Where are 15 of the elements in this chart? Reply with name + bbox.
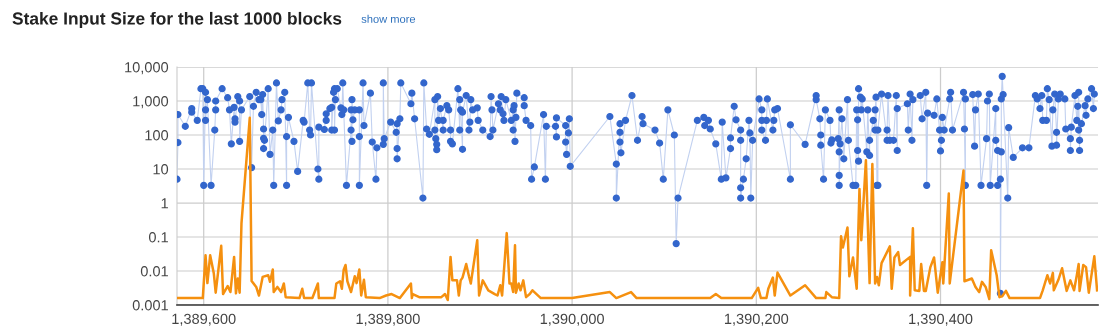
y-tick-label: 0.001 [132, 300, 168, 311]
y-tick-label: 100 [145, 130, 169, 141]
x-tick-label: 1,390,000 [540, 313, 604, 326]
x-tick-label: 1,390,200 [724, 313, 789, 326]
x-tick-label: 1,390,400 [909, 313, 973, 326]
y-tick-label: 10 [153, 164, 169, 175]
y-tick-label: 10,000 [125, 62, 169, 75]
y-tick-label: 1 [161, 198, 168, 209]
y-tick-label: 0.1 [148, 232, 168, 243]
y-tick-label: 0.01 [140, 266, 168, 277]
x-tick-label: 1,389,800 [356, 313, 420, 326]
y-tick-label: 1,000 [133, 96, 169, 109]
text: show more [361, 14, 416, 23]
x-tick-label: 1,389,600 [172, 313, 236, 326]
chart-title: Stake Input Size for the last 1000 blocks [12, 11, 342, 29]
